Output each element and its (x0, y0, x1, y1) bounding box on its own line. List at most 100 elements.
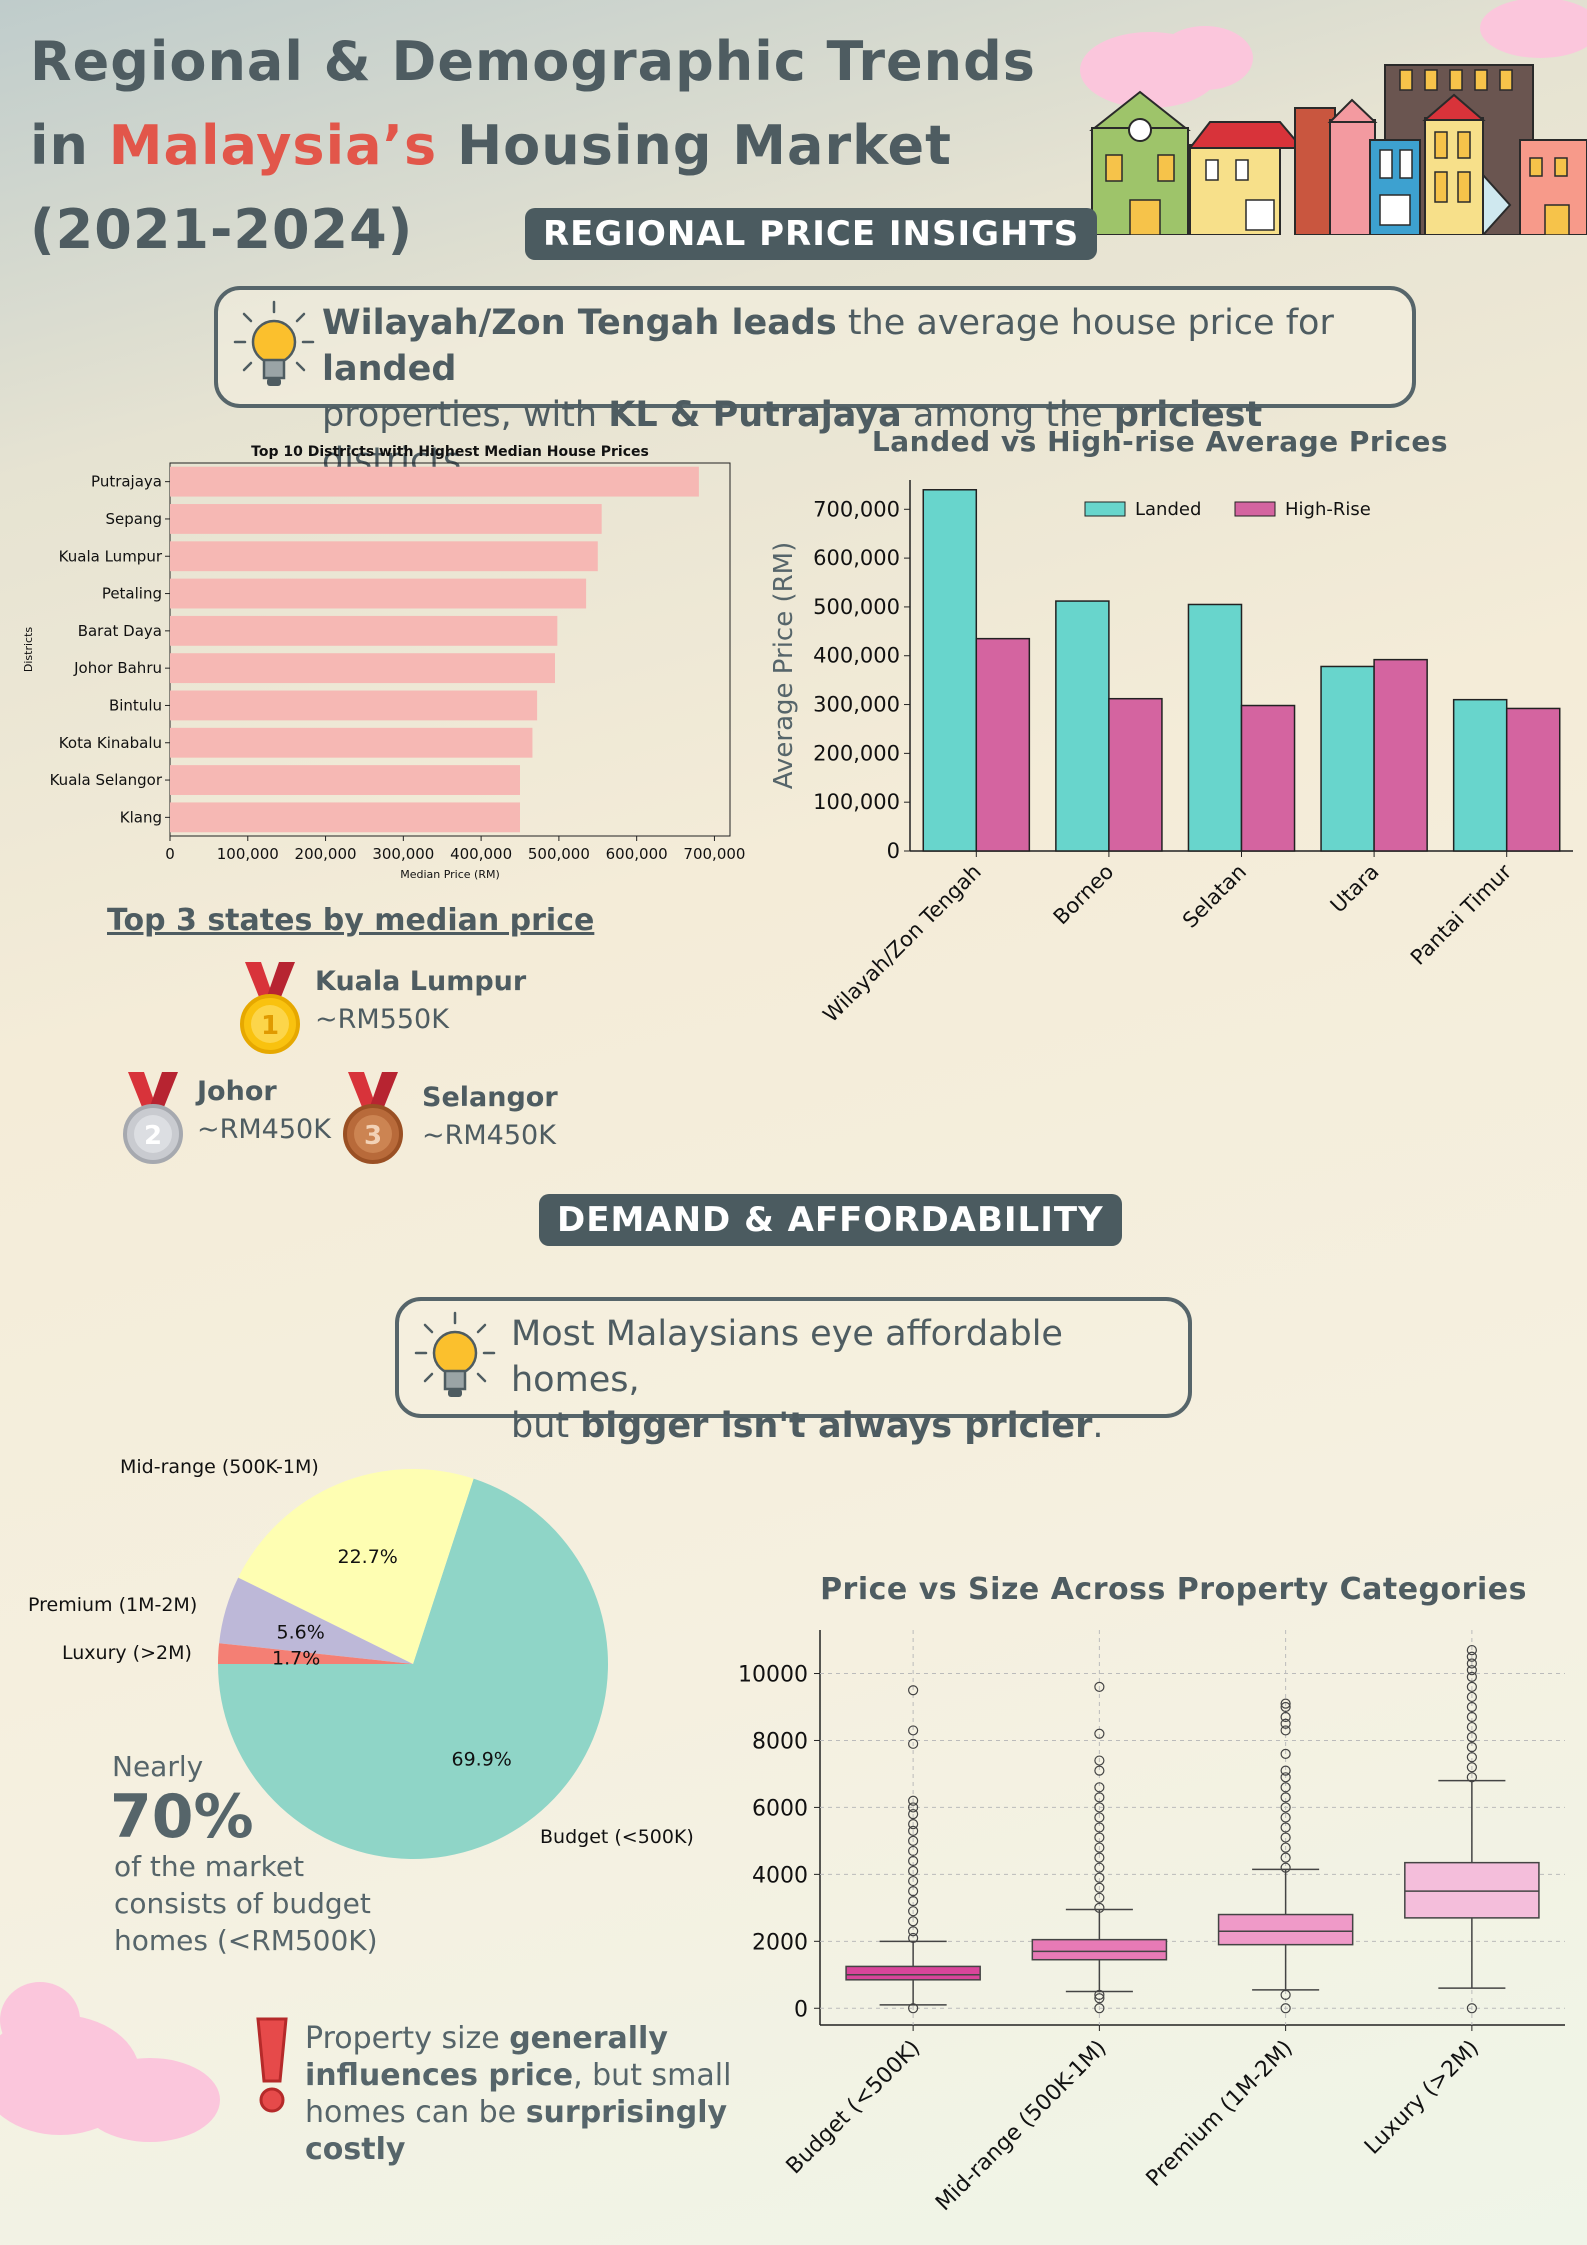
svg-text:2: 2 (144, 1121, 162, 1151)
pie-label: Mid-range (500K-1M) (120, 1456, 319, 1478)
outlier-point (908, 1825, 919, 1836)
outlier-point (1280, 1802, 1291, 1813)
bar (1108, 697, 1163, 852)
outlier-point (1466, 1681, 1477, 1693)
outlier-point (908, 1725, 919, 1736)
outlier-point (1466, 1742, 1477, 1753)
pie-pct-label: 1.7% (272, 1648, 320, 1670)
outlier-point (1094, 1822, 1105, 1833)
outlier-point (908, 1845, 919, 1857)
y-tick-label: 200,000 (813, 741, 900, 765)
second-state-name: Johor (197, 1076, 277, 1107)
stat-desc: of the market consists of budget homes (… (114, 1850, 378, 1957)
legend-label: Landed (1135, 499, 1201, 520)
x-tick-label: Mid-range (500K-1M) (931, 2036, 1111, 2216)
title-line-2: in Malaysia’s Housing Market (30, 114, 952, 177)
bar (170, 578, 587, 609)
bar (170, 541, 598, 572)
outlier-point (1466, 1671, 1477, 1682)
outlier-point (1280, 1701, 1291, 1713)
bar (1373, 658, 1428, 852)
chart1-title: Top 10 Districts with Highest Median Hou… (251, 444, 649, 460)
district-price-chart: Top 10 Districts with Highest Median Hou… (22, 444, 745, 881)
outlier-point (1280, 1832, 1291, 1843)
outlier-point (1466, 1691, 1477, 1703)
x-tick-label: Borneo (1049, 860, 1119, 930)
x-tick-label: 500,000 (528, 845, 590, 863)
y-tick-label: 100,000 (813, 790, 900, 814)
bar (170, 690, 538, 721)
outlier-point (1466, 2003, 1477, 2014)
y-tick-label: 700,000 (813, 497, 900, 521)
x-tick-label: Luxury (>2M) (1360, 2036, 1484, 2160)
outlier-point (908, 1875, 919, 1887)
pie-slice (219, 1577, 413, 1664)
outlier-point (1466, 1762, 1477, 1773)
outlier-point (908, 1855, 919, 1867)
outlier-point (1094, 1782, 1105, 1793)
pie-slice (218, 1478, 609, 1859)
pie-pct-label: 22.7% (337, 1546, 397, 1568)
x-tick-label: Wilayah/Zon Tengah (818, 860, 985, 1027)
x-tick-label: Selatan (1178, 860, 1251, 933)
outlier-point (1094, 1872, 1105, 1883)
y-tick-label: 6000 (752, 1796, 808, 1821)
bar (170, 653, 555, 684)
outlier-point (1466, 1651, 1477, 1662)
bar (922, 489, 978, 852)
y-tick-label: 2000 (752, 1930, 808, 1955)
bar (975, 637, 1031, 852)
box (1031, 1938, 1168, 1961)
outlier-point (1094, 1832, 1105, 1843)
outlier-point (1280, 1812, 1291, 1823)
lightbulb-icon (414, 1311, 496, 1397)
bar (1187, 603, 1243, 852)
outlier-point (908, 1819, 919, 1830)
title-line-1: Regional & Demographic Trends (30, 30, 1036, 93)
outlier-point (1466, 1644, 1477, 1656)
bar (1452, 698, 1508, 852)
outlier-point (1280, 1725, 1291, 1736)
y-axis-label: Average Price (RM) (769, 542, 799, 790)
y-tick-label: Kuala Lumpur (59, 547, 163, 565)
outlier-point (1280, 1718, 1291, 1729)
outlier-point (1094, 1792, 1105, 1803)
section-regional-label: REGIONAL PRICE INSIGHTS (525, 208, 1098, 260)
y-tick-label: Sepang (106, 510, 163, 528)
outlier-point (1094, 1728, 1105, 1739)
size-note: Property size generally influences price… (305, 2021, 732, 2167)
outlier-point (1094, 1765, 1105, 1776)
title-line-3: (2021-2024) (30, 198, 414, 261)
pie-slice (238, 1469, 474, 1664)
x-tick-label: 300,000 (372, 845, 434, 863)
outlier-point (1094, 1755, 1105, 1766)
outlier-point (1466, 1658, 1477, 1669)
title-highlight: Malaysia’s (108, 114, 438, 177)
x-tick-label: 700,000 (683, 845, 745, 863)
x-axis-label: Median Price (RM) (400, 868, 500, 881)
outlier-point (1280, 1862, 1291, 1873)
callout1-bold-1: Wilayah/Zon Tengah leads (322, 303, 837, 343)
outlier-point (908, 1802, 919, 1813)
landed-highrise-title: Landed vs High-rise Average Prices (871, 425, 1449, 458)
price-size-boxplot: 0 2000 4000 6000 8000 10000 Budget (<500K) Mid-… (738, 1630, 1565, 2216)
houses-illustration (1080, 0, 1587, 235)
y-tick-label: Barat Daya (78, 622, 162, 640)
bar (170, 765, 520, 795)
section-demand-label: DEMAND & AFFORDABILITY (539, 1194, 1122, 1246)
legend-label: High-Rise (1285, 499, 1371, 520)
bar (1055, 600, 1110, 852)
y-tick-label: Klang (120, 808, 162, 826)
x-tick-label: 600,000 (606, 845, 668, 863)
outlier-point (1466, 1665, 1477, 1676)
outlier-point (1094, 1993, 1105, 2004)
top3-heading: Top 3 states by median price (107, 903, 595, 938)
pie-label: Premium (1M-2M) (28, 1594, 197, 1616)
outlier-point (908, 1795, 919, 1806)
x-tick-label: Pantai Timur (1406, 859, 1517, 970)
cloud-icon (0, 1982, 220, 2142)
outlier-point (908, 1886, 919, 1897)
price-segment-pie: 69.9% 22.7% 5.6% 1.7% Budget (<500K) Mid-rang… (28, 1456, 694, 1859)
x-tick-label: 100,000 (217, 845, 279, 863)
outlier-point (908, 1906, 919, 1917)
